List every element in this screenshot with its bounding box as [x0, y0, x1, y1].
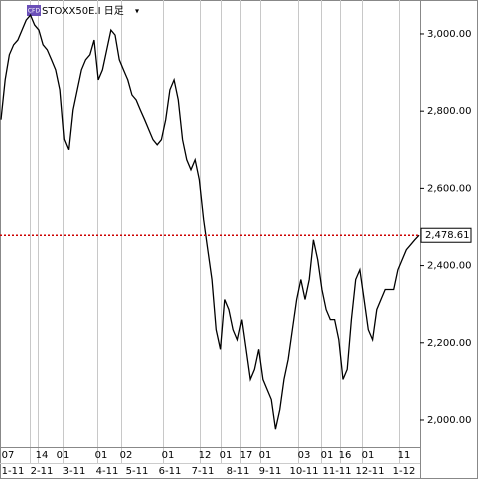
x-tick-label: 14	[36, 450, 49, 461]
y-tick-label: 2,600.00	[427, 183, 472, 194]
x-tick-label: 01	[362, 450, 375, 461]
badge-text: CFD	[28, 8, 41, 15]
dropdown-icon[interactable]: ▾	[135, 7, 139, 16]
x-tick-label: 11-11	[322, 466, 351, 477]
price-line	[0, 13, 420, 430]
last-price-box	[420, 227, 472, 243]
y-tick-label: 2,000.00	[427, 415, 472, 426]
x-tick-label: 12	[199, 450, 212, 461]
last-price-label: 2,478.61	[425, 230, 470, 241]
x-tick-label: 17	[240, 450, 253, 461]
x-tick-label: 12-11	[355, 466, 384, 477]
x-tick-label: 6-11	[159, 466, 182, 477]
x-tick-label: 01	[259, 450, 272, 461]
x-tick-label: 01	[321, 450, 334, 461]
x-tick-label: 5-11	[126, 466, 149, 477]
y-tick-label: 2,800.00	[427, 106, 472, 117]
badge	[27, 5, 41, 16]
x-tick-label: 1-12	[393, 466, 416, 477]
x-tick-label: 3-11	[63, 466, 86, 477]
x-tick-label: 16	[339, 450, 352, 461]
x-tick-label: 11	[398, 450, 411, 461]
chart-title[interactable]: STOXX50E.I 日足	[42, 5, 124, 17]
x-tick-label: 8-11	[227, 466, 250, 477]
x-tick-label: 02	[120, 450, 133, 461]
x-tick-label: 01	[57, 450, 70, 461]
x-tick-label: 03	[298, 450, 311, 461]
x-tick-label: 1-11	[2, 466, 25, 477]
x-tick-label: 4-11	[96, 466, 119, 477]
x-tick-label: 07	[2, 450, 15, 461]
x-tick-label: 7-11	[192, 466, 215, 477]
x-tick-label: 10-11	[289, 466, 318, 477]
x-tick-label: 01	[162, 450, 175, 461]
y-tick-label: 2,200.00	[427, 338, 472, 349]
y-tick-label: 3,000.00	[427, 29, 472, 40]
x-tick-label: 2-11	[31, 466, 54, 477]
y-tick-label: 2,400.00	[427, 261, 472, 272]
x-tick-label: 01	[95, 450, 108, 461]
x-tick-label: 01	[220, 450, 233, 461]
x-tick-label: 9-11	[259, 466, 282, 477]
